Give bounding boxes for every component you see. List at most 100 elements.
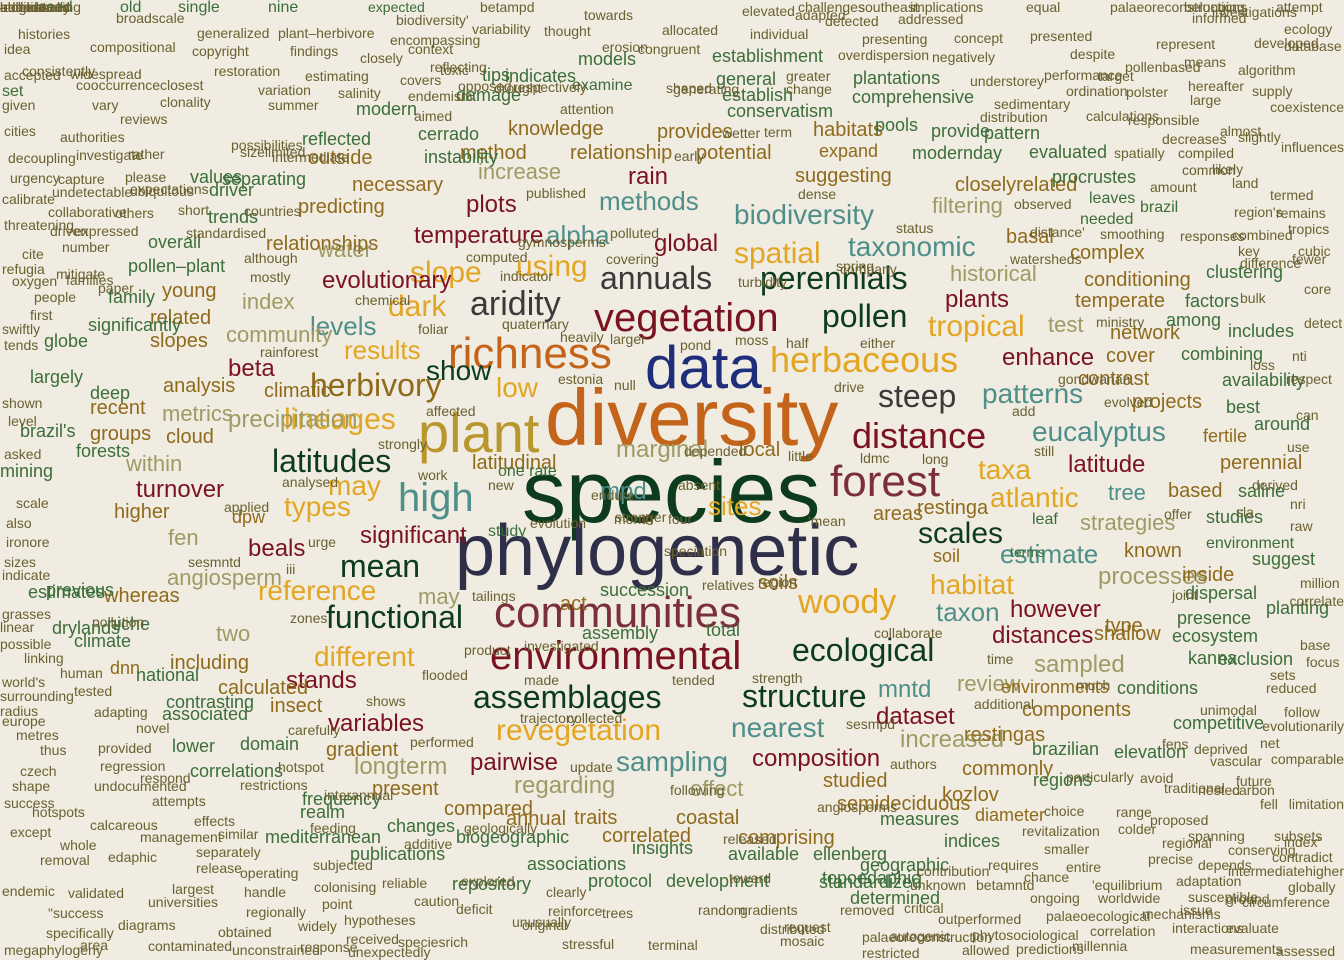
- word-calcareous: calcareous: [90, 817, 158, 833]
- word-sizelimited: sizelimited: [240, 144, 306, 160]
- word-largely: largely: [30, 367, 84, 387]
- word-informed: informed: [1192, 10, 1247, 26]
- word-geologically: geologically: [464, 820, 538, 836]
- word-beta: beta: [228, 355, 275, 382]
- word-domain: domain: [240, 734, 300, 754]
- word-significant: significant: [360, 522, 467, 549]
- word-clustering: clustering: [1206, 262, 1284, 282]
- word-studies: studies: [1206, 507, 1264, 527]
- word-kozlov: kozlov: [942, 784, 999, 806]
- word-original: original: [522, 917, 568, 933]
- word-tropics: tropics: [1288, 221, 1330, 237]
- word-others: others: [115, 205, 154, 221]
- word-effect: effect: [690, 776, 744, 801]
- word-stands: stands: [286, 667, 357, 694]
- word-atlantic: atlantic: [990, 482, 1079, 513]
- word-collaborate: collaborate: [874, 625, 943, 641]
- word-presence: presence: [1177, 608, 1252, 628]
- word-development: development: [666, 871, 770, 891]
- word-individual: individual: [750, 26, 809, 42]
- word-fens: fens: [1162, 736, 1189, 752]
- word-national: national: [136, 665, 200, 685]
- word-spatial: spatial: [734, 237, 821, 270]
- word-surrounding: surrounding: [0, 688, 74, 704]
- word-unconstrained: unconstrained: [232, 942, 320, 958]
- word-inside: inside: [1182, 564, 1235, 586]
- word-regional: regional: [1162, 835, 1212, 851]
- word-indicates: indicates: [505, 66, 577, 86]
- word-conservatism: conservatism: [727, 101, 834, 121]
- word-sampled: sampled: [1034, 651, 1125, 678]
- word-correlations: correlations: [190, 761, 284, 781]
- word-possible: possible: [0, 636, 52, 652]
- word-biodiversity: biodiversity: [734, 199, 875, 230]
- word-context: context: [408, 41, 454, 57]
- word-sesmpd: sesmpd: [846, 716, 896, 732]
- word-opposed: opposed: [458, 78, 512, 94]
- word-dark: dark: [388, 290, 447, 323]
- word-term: term: [764, 124, 792, 140]
- word-regression: regression: [100, 758, 166, 774]
- word-chance: chance: [1024, 869, 1070, 885]
- word-focus: focus: [1306, 654, 1340, 670]
- word-estimates: estimates: [28, 582, 106, 602]
- word-given: given: [2, 97, 36, 113]
- word-swiftly: swiftly: [2, 321, 41, 337]
- word-dense: dense: [798, 186, 837, 202]
- word-challenges: challenges: [798, 0, 865, 15]
- word-closest: closest: [160, 77, 204, 93]
- word-act: act: [560, 593, 587, 615]
- word-necessary: necessary: [352, 174, 444, 196]
- word-either: either: [860, 335, 896, 351]
- word-turbidity: turbidity: [738, 274, 788, 290]
- word-revegetation: revegetation: [496, 714, 662, 747]
- word-nested: nested: [1198, 782, 1241, 798]
- word-network: network: [1110, 322, 1181, 344]
- word-correlation: correlation: [1090, 923, 1156, 939]
- word-subjected: subjected: [313, 857, 373, 873]
- word-raw: raw: [1290, 518, 1313, 534]
- word-types: types: [284, 491, 351, 522]
- word-cloud: cloud: [166, 426, 214, 448]
- word-despite: despite: [1070, 46, 1116, 62]
- word-compared: compared: [444, 798, 533, 820]
- word-annual: annual: [506, 808, 567, 830]
- word-indices: indices: [944, 831, 1001, 851]
- word-respectively: respectively: [513, 79, 587, 95]
- word-depended: depended: [684, 443, 747, 459]
- word-summer: summer: [268, 97, 319, 113]
- word-saline: saline: [1238, 481, 1286, 501]
- word-conserving: conserving: [1228, 842, 1296, 858]
- word-outperformed: outperformed: [938, 911, 1022, 927]
- word-circumference: circumference: [1242, 894, 1330, 910]
- word-assessed: assessed: [1276, 943, 1336, 959]
- word-traditional: traditional: [1164, 780, 1225, 796]
- word-indicator: indicator: [500, 268, 553, 284]
- word-requires: requires: [988, 857, 1039, 873]
- word-speciation: speciation: [664, 543, 728, 559]
- word-mostly: mostly: [250, 269, 291, 285]
- word-widely: widely: [298, 918, 337, 934]
- word-idea: idea: [4, 41, 31, 57]
- word-widespread: widespread: [70, 66, 142, 82]
- word-mining: mining: [0, 461, 54, 481]
- word-ldmc: ldmc: [860, 450, 890, 466]
- word-follow: follow: [1284, 704, 1320, 720]
- word-request: request: [784, 919, 831, 935]
- word-shape: shape: [12, 778, 51, 794]
- word-threatening: threatening: [4, 217, 75, 233]
- word-communities: communities: [494, 588, 741, 637]
- word-influences: influences: [1280, 139, 1344, 155]
- word-detected: detected: [825, 13, 879, 29]
- word-hotspot: hotspot: [278, 759, 324, 775]
- word-reference: reference: [258, 575, 377, 606]
- word-expected: expected: [368, 0, 425, 15]
- word-processes: processes: [1098, 563, 1208, 590]
- word-plots: plots: [466, 191, 517, 218]
- word-examine: examine: [572, 77, 633, 94]
- word-alpha: alpha: [546, 220, 610, 250]
- word-data: data: [645, 334, 762, 401]
- word-investigations: investigations: [1212, 4, 1297, 20]
- word-congruent: congruent: [638, 41, 701, 57]
- word-first: first: [30, 307, 53, 323]
